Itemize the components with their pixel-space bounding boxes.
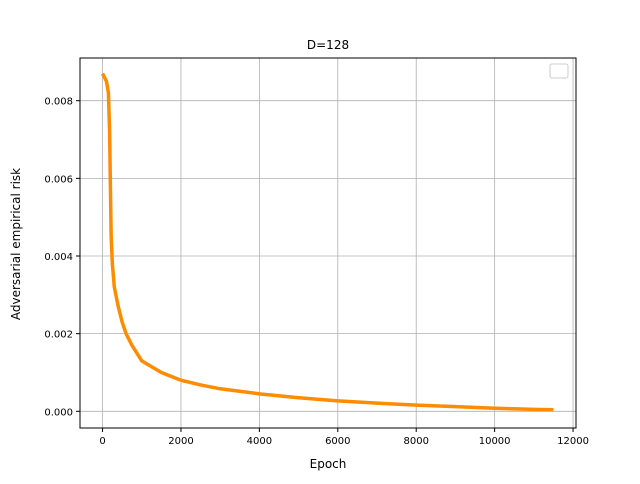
y-tick-label: 0.002 xyxy=(44,330,73,341)
y-tick-label: 0.004 xyxy=(44,252,73,263)
chart-title: D=128 xyxy=(307,38,349,52)
x-axis-label: Epoch xyxy=(310,457,347,471)
plot-frame xyxy=(79,57,577,429)
y-tick-label: 0.000 xyxy=(44,407,73,418)
x-tick-label: 6000 xyxy=(325,436,350,447)
y-tick-label: 0.006 xyxy=(44,174,73,185)
x-tick-label: 0 xyxy=(99,436,105,447)
x-tick-label: 10000 xyxy=(479,436,511,447)
y-axis-label: Adversarial empirical risk xyxy=(9,168,23,320)
x-tick-label: 2000 xyxy=(168,436,193,447)
legend xyxy=(549,63,569,79)
data-line xyxy=(100,72,554,412)
x-tick-label: 8000 xyxy=(403,436,428,447)
y-tick-label: 0.008 xyxy=(44,97,73,108)
x-tick-label: 12000 xyxy=(557,436,589,447)
x-tick-label: 4000 xyxy=(247,436,272,447)
